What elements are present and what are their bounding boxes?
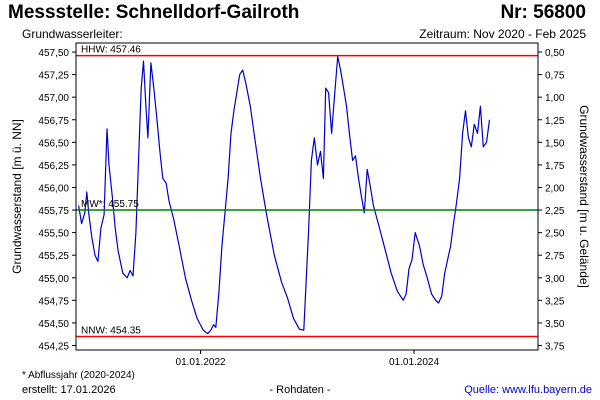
y-tick-label-right-3: 3,00 — [545, 274, 565, 285]
rawdata-note: - Rohdaten - — [269, 384, 331, 396]
y-tick-label-right-7: 2,00 — [545, 183, 565, 194]
reference-lines: HHW: 457.46 MW*: 455.75 NNW: 454.35 — [76, 45, 538, 338]
y-tick-label-right-6: 2,25 — [545, 206, 565, 217]
x-tick-label-1: 01.01.2024 — [389, 357, 439, 368]
y-tick-label-left-10: 456,75 — [38, 116, 69, 127]
hhw-label: HHW: 457.46 — [81, 45, 141, 56]
y-tick-label-left-0: 454,25 — [38, 341, 69, 352]
y-axis-right-ticks: 3,75 3,50 3,25 3,00 2,75 2,50 2,25 2,00 1,75 1,50… — [538, 48, 565, 352]
aquifer-label: Grundwasserleiter: — [22, 27, 123, 41]
footnote: * Abflussjahr (2020-2024) — [22, 370, 135, 381]
y-tick-label-left-9: 456,50 — [38, 138, 69, 149]
created-date: erstellt: 17.01.2026 — [22, 384, 116, 396]
series-layer — [78, 55, 491, 335]
y-axis-label-right: Grundwasserstand [m u. Gelände] — [577, 105, 591, 288]
mw-label: MW*: 455.75 — [81, 199, 139, 210]
x-tick-label-0: 01.01.2022 — [176, 357, 226, 368]
y-tick-label-right-4: 2,75 — [545, 251, 565, 262]
plot-frame — [75, 42, 539, 351]
y-tick-label-right-8: 1,75 — [545, 161, 565, 172]
y-tick-label-left-12: 457,25 — [38, 71, 69, 82]
period-label: Zeitraum: Nov 2020 - Feb 2025 — [419, 27, 586, 41]
y-tick-label-left-6: 455,75 — [38, 206, 69, 217]
y-tick-label-left-7: 456,00 — [38, 183, 69, 194]
y-tick-label-right-0: 3,75 — [545, 341, 565, 352]
y-tick-label-left-13: 457,50 — [38, 48, 69, 59]
y-tick-label-left-1: 454,50 — [38, 319, 69, 330]
y-tick-label-left-3: 455,00 — [38, 274, 69, 285]
y-tick-label-right-9: 1,50 — [545, 138, 565, 149]
y-tick-label-left-8: 456,25 — [38, 161, 69, 172]
y-tick-label-left-4: 455,25 — [38, 251, 69, 262]
nnw-label: NNW: 454.35 — [81, 325, 141, 336]
y-tick-label-left-2: 454,75 — [38, 296, 69, 307]
station-number: Nr: 56800 — [500, 2, 586, 23]
y-tick-label-right-2: 3,25 — [545, 296, 565, 307]
y-tick-label-left-11: 457,00 — [38, 93, 69, 104]
y-tick-label-right-10: 1,25 — [545, 116, 565, 127]
page-title: Messstelle: Schnelldorf-Gailroth — [8, 2, 300, 23]
y-tick-label-right-13: 0,50 — [545, 48, 565, 59]
y-tick-label-right-5: 2,50 — [545, 229, 565, 240]
y-axis-left-ticks: 454,25 454,50 454,75 455,00 455,25 455,50 455,… — [38, 48, 76, 352]
y-tick-label-right-11: 1,00 — [545, 93, 565, 104]
source-link[interactable]: Quelle: www.lfu.bayern.de — [464, 384, 592, 396]
x-axis-ticks: 01.01.2022 01.01.2024 — [176, 350, 439, 368]
y-tick-label-right-12: 0,75 — [545, 71, 565, 82]
y-tick-label-right-1: 3,50 — [545, 319, 565, 330]
y-axis-label-left: Grundwasserstand [m ü. NN] — [10, 119, 24, 274]
y-tick-label-left-5: 455,50 — [38, 229, 69, 240]
series-line-0 — [78, 55, 491, 335]
